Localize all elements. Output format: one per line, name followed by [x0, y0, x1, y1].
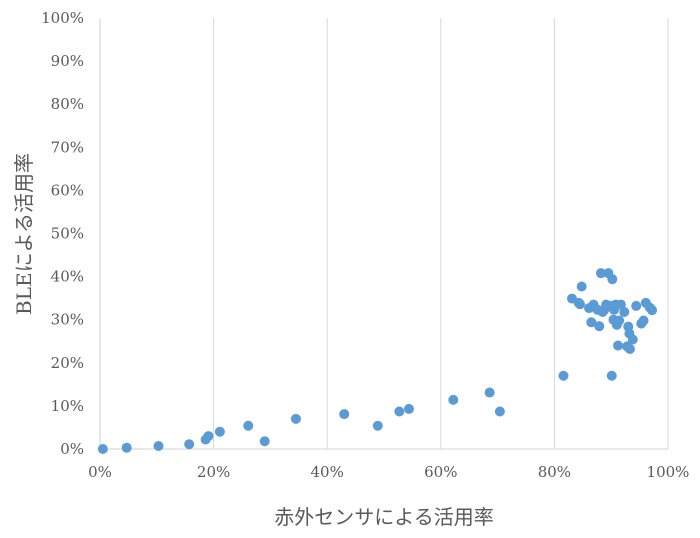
axes: [99, 18, 668, 450]
data-point: [290, 413, 301, 424]
y-axis-label: BLEによる活用率: [12, 153, 36, 315]
data-point: [613, 340, 624, 351]
data-point: [339, 409, 350, 420]
data-point: [494, 406, 505, 417]
data-point: [607, 274, 618, 285]
data-point: [403, 403, 414, 414]
y-tick-label: 50%: [51, 225, 84, 243]
y-tick-label: 20%: [51, 354, 84, 372]
x-tick-label: 40%: [311, 463, 344, 481]
x-tick-label: 60%: [424, 463, 457, 481]
data-point: [614, 315, 625, 326]
data-point: [259, 436, 270, 447]
data-point: [121, 442, 132, 453]
data-point: [631, 300, 642, 311]
data-point: [214, 426, 225, 437]
data-point: [638, 315, 649, 326]
y-tick-label: 60%: [51, 181, 84, 199]
y-tick-labels: 0% 10% 20% 30% 40% 50% 60% 70% 80% 90% 100%: [41, 9, 84, 458]
x-tick-labels: 0% 20% 40% 60% 80% 100%: [88, 463, 689, 481]
data-point: [243, 420, 254, 431]
data-point: [574, 299, 585, 310]
data-point: [627, 334, 638, 345]
data-points: [97, 268, 658, 454]
data-point: [586, 317, 597, 328]
data-point: [203, 431, 214, 442]
data-point: [576, 281, 587, 292]
data-point: [606, 370, 617, 381]
data-point: [558, 370, 569, 381]
y-tick-label: 70%: [51, 138, 84, 156]
data-point: [484, 387, 495, 398]
data-point: [184, 439, 195, 450]
y-tick-label: 80%: [51, 95, 84, 113]
data-point: [647, 305, 658, 316]
data-point: [97, 444, 108, 454]
y-tick-label: 100%: [41, 9, 84, 27]
x-axis-label: 赤外センサによる活用率: [274, 505, 493, 529]
x-tick-label: 100%: [647, 463, 690, 481]
data-point: [619, 306, 630, 317]
data-point: [624, 344, 635, 355]
y-tick-label: 90%: [51, 52, 84, 70]
y-tick-label: 10%: [51, 397, 84, 415]
data-point: [153, 440, 164, 451]
x-tick-label: 0%: [88, 463, 112, 481]
y-tick-label: 0%: [60, 440, 84, 458]
data-point: [394, 406, 405, 417]
data-point: [372, 420, 383, 431]
data-point: [595, 268, 606, 279]
x-tick-label: 80%: [538, 463, 571, 481]
x-tick-label: 20%: [197, 463, 230, 481]
data-point: [594, 321, 605, 332]
y-tick-label: 40%: [51, 268, 84, 286]
y-tick-label: 30%: [51, 311, 84, 329]
data-point: [448, 394, 459, 405]
gridlines: [213, 18, 669, 449]
